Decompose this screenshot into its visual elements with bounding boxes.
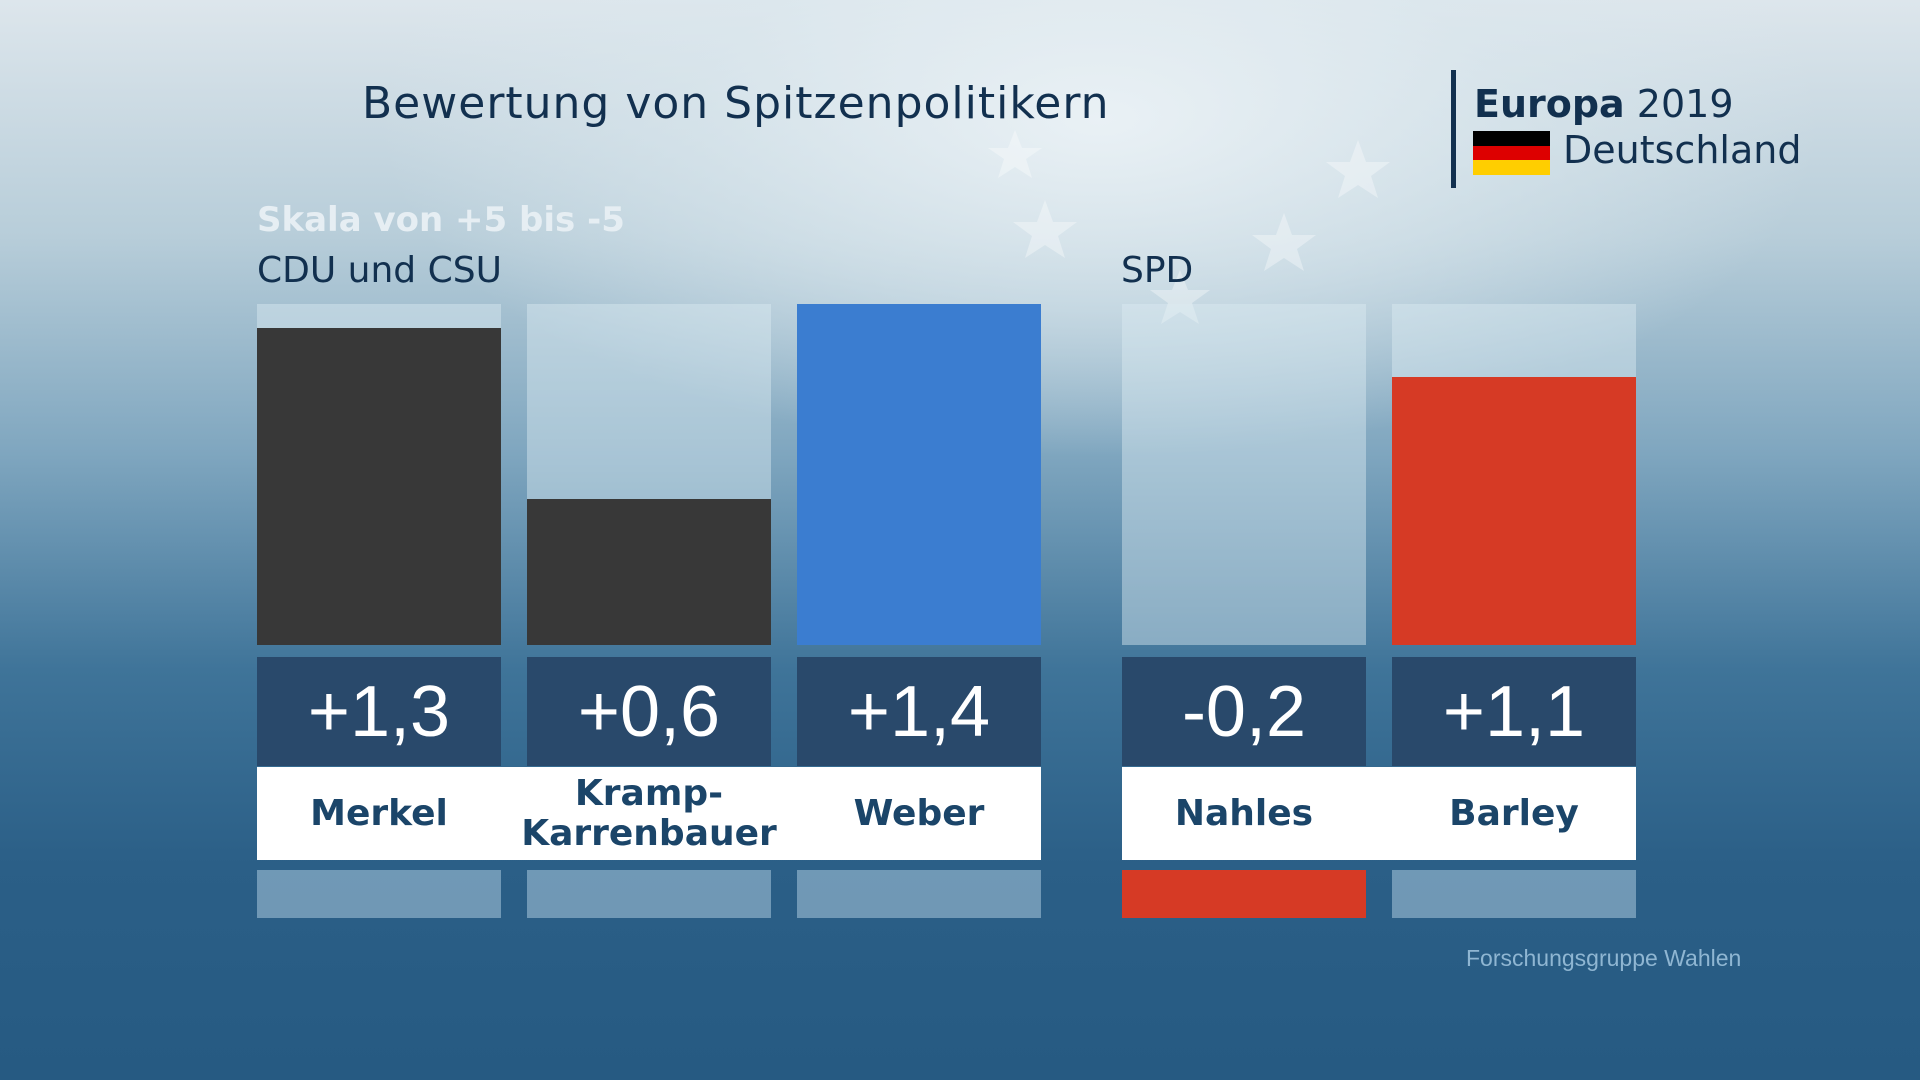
- negative-area-background: [1392, 870, 1636, 918]
- name-label-nahles: Nahles: [1174, 792, 1314, 834]
- negative-area-background: [527, 870, 771, 918]
- value-label-barley: +1,1: [1392, 657, 1636, 766]
- negative-area-background: [257, 870, 501, 918]
- source-label: Forschungsgruppe Wahlen: [1466, 945, 1742, 971]
- bar-nahles: [1122, 870, 1366, 918]
- logo-year: 2019: [1636, 82, 1734, 126]
- flag-stripe-gold: [1473, 160, 1550, 175]
- name-band: [1122, 767, 1636, 860]
- bar-kramp-karrenbauer: [527, 498, 771, 645]
- flag-stripe-black: [1473, 131, 1550, 146]
- logo-europa-2019: Europa 2019: [1474, 82, 1734, 126]
- value-label-merkel: +1,3: [257, 657, 501, 766]
- germany-flag-icon: [1473, 131, 1550, 175]
- group-label-cdu-csu: CDU und CSU: [257, 250, 502, 291]
- bar-weber: [797, 304, 1041, 645]
- negative-area-background: [797, 870, 1041, 918]
- chart-title: Bewertung von Spitzenpolitikern: [362, 78, 1110, 129]
- name-label-kramp-karrenbauer: Kramp- Karrenbauer: [521, 772, 777, 854]
- logo-divider: [1451, 70, 1456, 188]
- logo-europa-text: Europa: [1474, 82, 1625, 126]
- name-band: [257, 767, 1041, 860]
- logo-country: Deutschland: [1563, 128, 1802, 172]
- value-label-weber: +1,4: [797, 657, 1041, 766]
- name-label-merkel: Merkel: [310, 792, 448, 834]
- group-label-spd: SPD: [1121, 250, 1194, 291]
- bar-barley: [1392, 377, 1636, 645]
- name-label-weber: Weber: [853, 792, 985, 834]
- value-label-nahles: -0,2: [1122, 657, 1366, 766]
- flag-stripe-red: [1473, 145, 1550, 161]
- column-background: [1122, 304, 1366, 645]
- chart-subtitle: Skala von +5 bis -5: [257, 200, 625, 240]
- name-label-barley: Barley: [1449, 792, 1579, 834]
- bar-merkel: [257, 328, 501, 645]
- value-label-kramp-karrenbauer: +0,6: [527, 657, 771, 766]
